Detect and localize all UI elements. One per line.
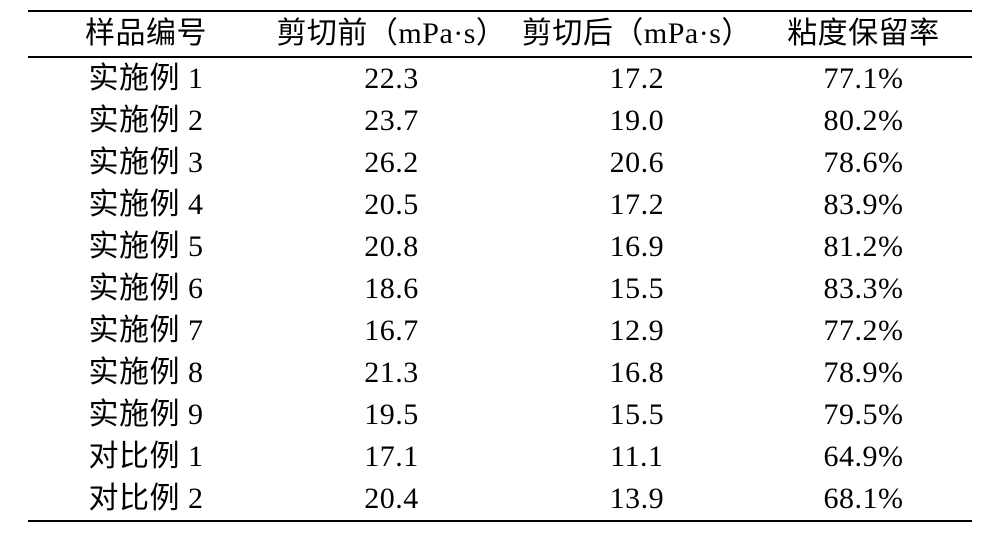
cell-before: 23.7: [264, 100, 519, 142]
cell-retention: 79.5%: [755, 394, 972, 436]
cell-sample: 实施例 8: [28, 352, 264, 394]
cell-after: 15.5: [519, 268, 755, 310]
col-header-retention: 粘度保留率: [755, 11, 972, 57]
cell-sample: 实施例 3: [28, 142, 264, 184]
table-row: 实施例 3 26.2 20.6 78.6%: [28, 142, 972, 184]
cell-before: 20.8: [264, 226, 519, 268]
table-row: 实施例 5 20.8 16.9 81.2%: [28, 226, 972, 268]
cell-before: 16.7: [264, 310, 519, 352]
cell-after: 17.2: [519, 184, 755, 226]
cell-retention: 77.1%: [755, 57, 972, 100]
cell-retention: 78.6%: [755, 142, 972, 184]
table-row: 实施例 2 23.7 19.0 80.2%: [28, 100, 972, 142]
cell-retention: 83.9%: [755, 184, 972, 226]
cell-retention: 77.2%: [755, 310, 972, 352]
cell-retention: 64.9%: [755, 436, 972, 478]
cell-sample: 实施例 6: [28, 268, 264, 310]
cell-after: 16.9: [519, 226, 755, 268]
cell-before: 20.5: [264, 184, 519, 226]
cell-retention: 81.2%: [755, 226, 972, 268]
cell-sample: 对比例 2: [28, 478, 264, 521]
cell-after: 11.1: [519, 436, 755, 478]
cell-before: 26.2: [264, 142, 519, 184]
cell-sample: 实施例 7: [28, 310, 264, 352]
cell-sample: 实施例 5: [28, 226, 264, 268]
cell-before: 22.3: [264, 57, 519, 100]
cell-after: 19.0: [519, 100, 755, 142]
cell-after: 20.6: [519, 142, 755, 184]
cell-before: 19.5: [264, 394, 519, 436]
table-row: 实施例 4 20.5 17.2 83.9%: [28, 184, 972, 226]
cell-retention: 78.9%: [755, 352, 972, 394]
table-row: 实施例 7 16.7 12.9 77.2%: [28, 310, 972, 352]
data-table-container: 样品编号 剪切前（mPa·s） 剪切后（mPa·s） 粘度保留率 实施例 1 2…: [0, 0, 1000, 536]
cell-sample: 实施例 2: [28, 100, 264, 142]
cell-sample: 实施例 9: [28, 394, 264, 436]
cell-retention: 80.2%: [755, 100, 972, 142]
cell-before: 17.1: [264, 436, 519, 478]
cell-after: 15.5: [519, 394, 755, 436]
cell-after: 16.8: [519, 352, 755, 394]
cell-before: 18.6: [264, 268, 519, 310]
table-row: 实施例 8 21.3 16.8 78.9%: [28, 352, 972, 394]
table-header-row: 样品编号 剪切前（mPa·s） 剪切后（mPa·s） 粘度保留率: [28, 11, 972, 57]
cell-sample: 对比例 1: [28, 436, 264, 478]
cell-retention: 68.1%: [755, 478, 972, 521]
table-row: 对比例 2 20.4 13.9 68.1%: [28, 478, 972, 521]
cell-after: 13.9: [519, 478, 755, 521]
cell-sample: 实施例 1: [28, 57, 264, 100]
table-row: 实施例 6 18.6 15.5 83.3%: [28, 268, 972, 310]
cell-after: 17.2: [519, 57, 755, 100]
table-row: 实施例 1 22.3 17.2 77.1%: [28, 57, 972, 100]
cell-before: 20.4: [264, 478, 519, 521]
col-header-before: 剪切前（mPa·s）: [264, 11, 519, 57]
table-row: 实施例 9 19.5 15.5 79.5%: [28, 394, 972, 436]
col-header-after: 剪切后（mPa·s）: [519, 11, 755, 57]
cell-retention: 83.3%: [755, 268, 972, 310]
col-header-sample: 样品编号: [28, 11, 264, 57]
cell-before: 21.3: [264, 352, 519, 394]
table-row: 对比例 1 17.1 11.1 64.9%: [28, 436, 972, 478]
cell-after: 12.9: [519, 310, 755, 352]
cell-sample: 实施例 4: [28, 184, 264, 226]
data-table: 样品编号 剪切前（mPa·s） 剪切后（mPa·s） 粘度保留率 实施例 1 2…: [28, 10, 972, 522]
